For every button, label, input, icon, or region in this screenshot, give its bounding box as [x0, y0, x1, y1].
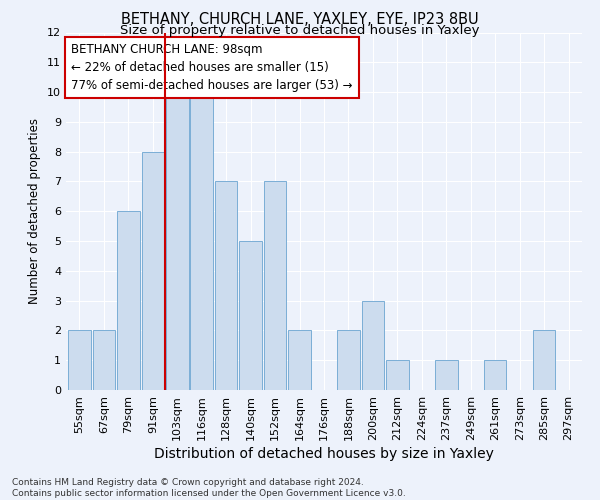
- Bar: [68, 330, 91, 390]
- Bar: [92, 330, 115, 390]
- Bar: [166, 92, 188, 390]
- Bar: [362, 300, 384, 390]
- Text: Contains HM Land Registry data © Crown copyright and database right 2024.
Contai: Contains HM Land Registry data © Crown c…: [12, 478, 406, 498]
- Bar: [435, 360, 458, 390]
- Text: BETHANY CHURCH LANE: 98sqm
← 22% of detached houses are smaller (15)
77% of semi: BETHANY CHURCH LANE: 98sqm ← 22% of deta…: [71, 43, 353, 92]
- Bar: [288, 330, 311, 390]
- Bar: [190, 92, 213, 390]
- Text: BETHANY, CHURCH LANE, YAXLEY, EYE, IP23 8BU: BETHANY, CHURCH LANE, YAXLEY, EYE, IP23 …: [121, 12, 479, 28]
- Bar: [386, 360, 409, 390]
- Bar: [239, 241, 262, 390]
- Bar: [337, 330, 360, 390]
- Bar: [142, 152, 164, 390]
- Y-axis label: Number of detached properties: Number of detached properties: [28, 118, 41, 304]
- Text: Size of property relative to detached houses in Yaxley: Size of property relative to detached ho…: [120, 24, 480, 37]
- Bar: [484, 360, 506, 390]
- Bar: [533, 330, 556, 390]
- Bar: [215, 182, 238, 390]
- X-axis label: Distribution of detached houses by size in Yaxley: Distribution of detached houses by size …: [154, 447, 494, 461]
- Bar: [264, 182, 286, 390]
- Bar: [117, 211, 140, 390]
